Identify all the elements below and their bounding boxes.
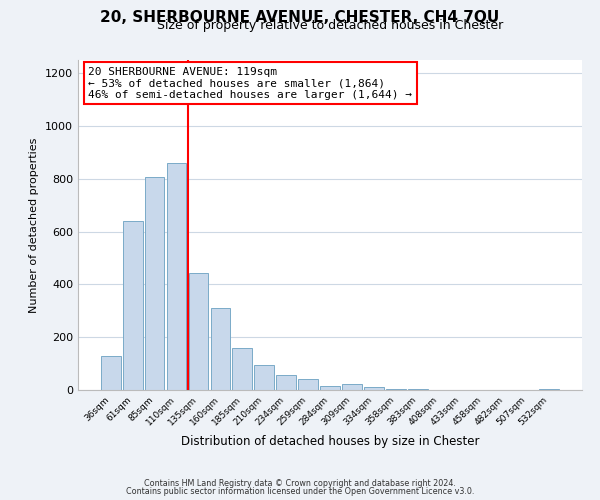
- Bar: [188, 272, 208, 390]
- Y-axis label: Number of detached properties: Number of detached properties: [29, 138, 40, 312]
- Bar: [254, 366, 274, 390]
- Title: Size of property relative to detached houses in Chester: Size of property relative to detached ho…: [157, 20, 503, 32]
- Bar: [145, 178, 164, 390]
- Bar: [211, 308, 230, 390]
- Text: 20, SHERBOURNE AVENUE, CHESTER, CH4 7QU: 20, SHERBOURNE AVENUE, CHESTER, CH4 7QU: [100, 10, 500, 25]
- Bar: [276, 376, 296, 390]
- Bar: [123, 221, 143, 390]
- Bar: [320, 386, 340, 390]
- Bar: [232, 348, 252, 390]
- Text: Contains HM Land Registry data © Crown copyright and database right 2024.: Contains HM Land Registry data © Crown c…: [144, 478, 456, 488]
- Text: 20 SHERBOURNE AVENUE: 119sqm
← 53% of detached houses are smaller (1,864)
46% of: 20 SHERBOURNE AVENUE: 119sqm ← 53% of de…: [88, 66, 412, 100]
- Text: Contains public sector information licensed under the Open Government Licence v3: Contains public sector information licen…: [126, 487, 474, 496]
- Bar: [101, 356, 121, 390]
- Bar: [298, 379, 318, 390]
- Bar: [364, 388, 384, 390]
- Bar: [342, 384, 362, 390]
- Bar: [386, 388, 406, 390]
- Bar: [167, 163, 187, 390]
- X-axis label: Distribution of detached houses by size in Chester: Distribution of detached houses by size …: [181, 436, 479, 448]
